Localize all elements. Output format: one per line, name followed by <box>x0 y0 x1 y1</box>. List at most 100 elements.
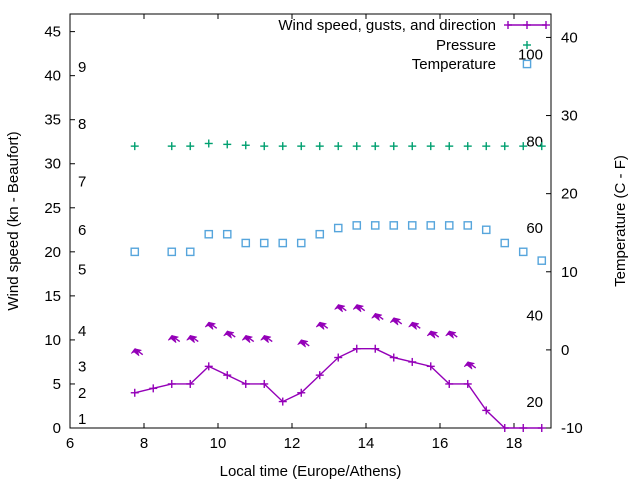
square-marker <box>407 221 417 230</box>
beaufort-label: 9 <box>78 59 86 76</box>
plus-marker <box>408 142 417 151</box>
plus-marker <box>523 41 531 49</box>
square-marker <box>315 229 325 239</box>
plus-marker <box>542 21 550 29</box>
plus-marker <box>186 379 195 388</box>
plus-marker <box>167 379 176 388</box>
square-marker <box>444 221 454 230</box>
plus-marker <box>445 379 454 388</box>
plus-marker <box>186 142 195 151</box>
plus-marker <box>426 362 435 371</box>
y-tick-label: 0 <box>53 420 61 437</box>
legend-label-2: Temperature <box>412 56 496 73</box>
square-marker <box>389 221 399 230</box>
plus-marker <box>260 142 269 151</box>
plus-marker <box>223 140 232 149</box>
y-tick-label: 30 <box>44 156 61 173</box>
plus-marker <box>445 142 454 151</box>
x-tick-label: 10 <box>210 435 227 452</box>
plus-marker <box>149 384 158 393</box>
plus-marker <box>482 406 491 415</box>
y2-tick-label: 0 <box>561 342 569 359</box>
x-axis-title: Local time (Europe/Athens) <box>220 463 402 480</box>
plus-marker <box>315 142 324 151</box>
y2-tick-label: 40 <box>561 29 578 46</box>
plus-marker <box>334 142 343 151</box>
beaufort-label: 2 <box>78 385 86 402</box>
square-marker <box>522 59 532 69</box>
beaufort-label: 5 <box>78 261 86 278</box>
plus-marker <box>297 388 306 397</box>
y-tick-label: 40 <box>44 68 61 85</box>
square-marker <box>185 247 195 257</box>
wind-direction-arrow <box>186 334 199 343</box>
square-marker <box>426 221 436 230</box>
plus-marker <box>519 424 528 432</box>
fahrenheit-label: 40 <box>526 308 543 325</box>
y-tick-label: 15 <box>44 288 61 305</box>
y-tick-label: 5 <box>53 376 61 393</box>
fahrenheit-label: 100 <box>518 47 543 64</box>
wind-direction-arrow <box>445 330 458 339</box>
wind-direction-arrow <box>426 330 440 339</box>
plus-marker <box>463 379 472 388</box>
x-tick-label: 6 <box>66 435 74 452</box>
square-marker <box>518 247 528 257</box>
plus-marker <box>537 142 546 151</box>
y-tick-label: 35 <box>44 112 61 129</box>
plus-marker <box>463 142 472 151</box>
legend-label-0: Wind speed, gusts, and direction <box>278 17 496 34</box>
y-axis-ticks: 0 5 10 15 20 25 30 35 40 45 <box>44 24 75 437</box>
plus-marker <box>371 142 380 151</box>
fahrenheit-label: 20 <box>526 394 543 411</box>
plus-marker <box>130 142 139 151</box>
fahrenheit-label: 80 <box>526 133 543 150</box>
wind-direction-arrow <box>297 339 310 348</box>
x-tick-label: 18 <box>506 435 523 452</box>
beaufort-label: 6 <box>78 222 86 239</box>
wind-direction-arrow <box>389 317 403 326</box>
x-tick-label: 12 <box>284 435 301 452</box>
y2-tick-label: -10 <box>561 420 583 437</box>
plus-marker <box>297 142 306 151</box>
beaufort-labels: 1 2 3 4 5 6 7 8 9 <box>78 59 86 428</box>
wind-direction-arrow <box>463 361 477 370</box>
x-tick-label: 8 <box>140 435 148 452</box>
beaufort-label: 3 <box>78 358 86 375</box>
plus-marker <box>352 344 361 353</box>
x-axis-ticks: 6 8 10 12 14 16 18 <box>66 14 523 452</box>
plus-marker <box>204 362 213 371</box>
plot-frame <box>69 13 552 429</box>
beaufort-label: 1 <box>78 411 86 428</box>
plus-marker <box>352 142 361 151</box>
square-marker <box>537 256 547 265</box>
x-tick-label: 16 <box>432 435 449 452</box>
wind-direction-arrow <box>204 321 218 330</box>
plus-marker <box>500 424 509 432</box>
plus-marker <box>537 424 546 432</box>
wind-direction-arrow <box>223 330 236 339</box>
fahrenheit-label: 60 <box>526 220 543 237</box>
y2-axis-title: Temperature (C - F) <box>612 155 629 287</box>
beaufort-label: 7 <box>78 173 86 190</box>
plus-marker <box>408 357 417 366</box>
y-axis-title: Wind speed (kn - Beaufort) <box>5 131 22 310</box>
plus-marker <box>482 142 491 151</box>
plus-marker <box>371 344 380 353</box>
square-marker <box>167 247 177 257</box>
plus-marker <box>130 388 139 397</box>
square-marker <box>241 238 251 248</box>
series-3 <box>130 221 547 265</box>
plus-marker <box>334 353 343 362</box>
plus-marker <box>204 139 213 148</box>
chart-legend: Wind speed, gusts, and direction Pressure… <box>278 17 550 73</box>
series-2 <box>130 139 546 151</box>
plot-border <box>69 13 552 429</box>
square-marker <box>481 225 491 235</box>
square-marker <box>352 221 362 230</box>
x-tick-label: 14 <box>358 435 375 452</box>
wind-direction-arrow <box>334 304 347 313</box>
beaufort-label: 8 <box>78 116 86 133</box>
square-marker <box>500 238 510 248</box>
